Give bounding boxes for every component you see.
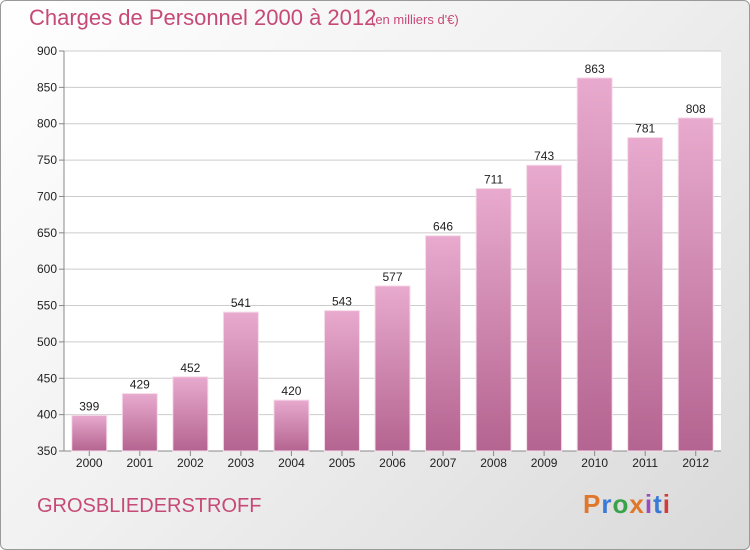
proxiti-logo: Proxiti: [583, 489, 671, 520]
y-tick-label: 800: [37, 117, 57, 131]
bar-value-label: 743: [534, 149, 554, 163]
y-tick-label: 900: [37, 44, 57, 58]
bar: [576, 77, 613, 452]
x-tick-label: 2012: [682, 456, 709, 470]
bar: [677, 117, 714, 452]
x-tick-label: 2009: [531, 456, 558, 470]
x-tick-label: 2000: [76, 456, 103, 470]
x-tick-label: 2006: [379, 456, 406, 470]
y-tick-label: 450: [37, 371, 57, 385]
logo-letter: x: [629, 489, 645, 519]
y-tick-label: 750: [37, 153, 57, 167]
x-tick-label: 2008: [480, 456, 507, 470]
y-tick-label: 500: [37, 335, 57, 349]
y-tick-label: 850: [37, 80, 57, 94]
logo-letter: i: [644, 489, 654, 519]
logo-letter: t: [653, 489, 663, 519]
bar-value-label: 420: [281, 384, 301, 398]
bar: [172, 376, 209, 452]
x-tick-label: 2001: [126, 456, 153, 470]
x-tick-label: 2002: [177, 456, 204, 470]
y-tick-label: 700: [37, 189, 57, 203]
logo-letter: P: [583, 489, 602, 519]
commune-name: GROSBLIEDERSTROFF: [37, 495, 262, 517]
bar: [121, 393, 158, 452]
y-tick-label: 650: [37, 226, 57, 240]
logo-letter: o: [612, 489, 630, 519]
bar-value-label: 781: [635, 122, 655, 136]
bar: [475, 187, 512, 452]
bar: [323, 310, 360, 452]
bar: [425, 235, 462, 452]
y-tick-label: 600: [37, 262, 57, 276]
bar-value-label: 543: [332, 295, 352, 309]
bar-value-label: 808: [686, 102, 706, 116]
logo-letter: r: [601, 489, 613, 519]
y-tick-label: 400: [37, 408, 57, 422]
bar: [526, 164, 563, 452]
bar-value-label: 863: [585, 62, 605, 76]
y-tick-label: 550: [37, 299, 57, 313]
x-tick-label: 2005: [329, 456, 356, 470]
x-tick-label: 2004: [278, 456, 305, 470]
bar: [627, 137, 664, 452]
chart-title: Charges de Personnel 2000 à 2012: [29, 5, 377, 30]
bar: [273, 399, 310, 452]
logo-letter: i: [662, 489, 671, 519]
chart-subtitle: (en milliers d'€): [371, 12, 459, 27]
x-tick-label: 2003: [228, 456, 255, 470]
bar-value-label: 452: [180, 361, 200, 375]
bar-value-label: 541: [231, 296, 251, 310]
bar-value-label: 399: [79, 399, 99, 413]
bar-value-label: 646: [433, 220, 453, 234]
bar: [71, 414, 108, 452]
bar-value-label: 577: [382, 270, 402, 284]
x-tick-label: 2007: [430, 456, 457, 470]
bar-value-label: 711: [484, 172, 503, 186]
bar-value-label: 429: [130, 378, 150, 392]
x-tick-label: 2010: [581, 456, 608, 470]
y-tick-label: 350: [37, 444, 57, 458]
bar: [222, 311, 259, 452]
bar: [374, 285, 411, 452]
x-tick-label: 2011: [632, 456, 658, 470]
